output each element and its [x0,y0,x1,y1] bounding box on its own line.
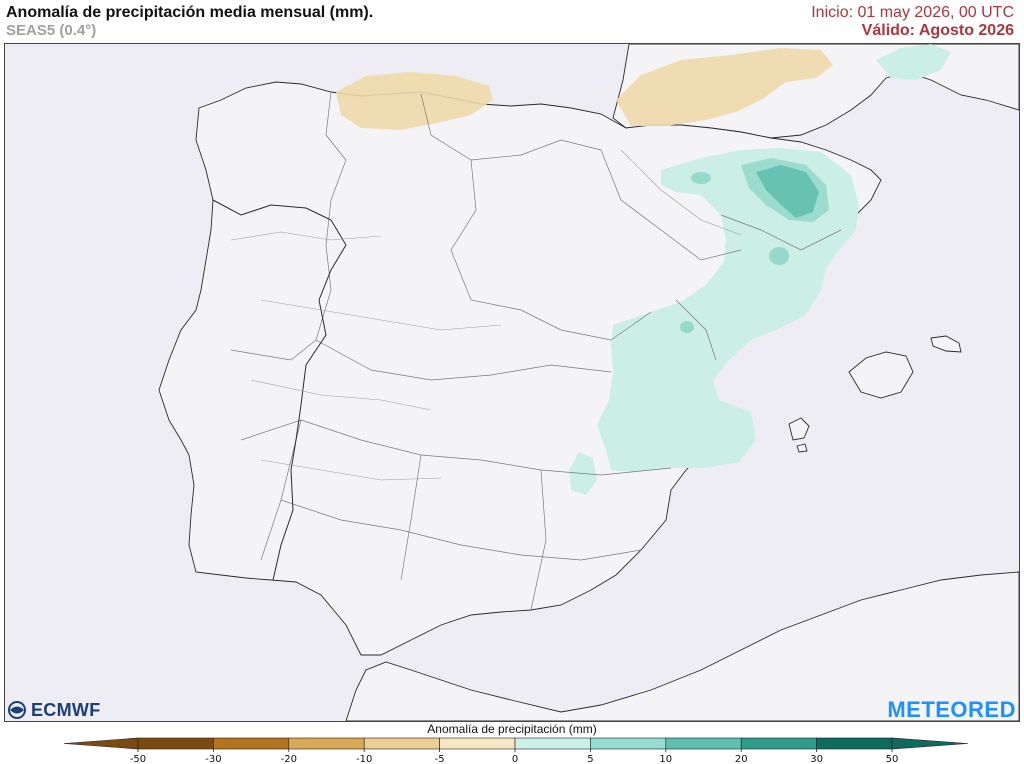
africa-land [345,571,1019,721]
colorbar-segment [213,737,290,750]
formentera-land [796,443,808,453]
region-borders [230,91,842,611]
colorbar-tick-label: 0 [512,754,518,764]
colorbar-tick-label: 5 [587,754,593,764]
ibiza-land [788,417,810,441]
anomaly-small-cell-1 [691,172,711,184]
map-svg [5,44,1019,721]
anomaly-negative-gascony [616,48,833,126]
anomaly-small-cell-2 [769,247,789,265]
model-subtitle: SEAS5 (0.4°) [6,22,97,39]
colorbar-segment [363,737,440,750]
colorbar-segment [590,737,667,750]
init-date: Inicio: 01 may 2026, 00 UTC [811,4,1014,21]
portugal-border [212,199,347,581]
ecmwf-swirl-icon [8,701,26,719]
colorbar-tick-label: -30 [205,754,221,764]
colorbar-tick-label: 10 [659,754,672,764]
colorbar-segment [439,737,516,750]
colorbar: -50 -30 -20 -10 -5 0 5 10 20 30 50 [63,737,969,764]
colorbar-segment [288,737,365,750]
map-title: Anomalía de precipitación media mensual … [6,4,374,21]
colorbar-segment [816,737,893,750]
ecmwf-logo-text: ECMWF [31,699,101,720]
colorbar-extend-low [63,737,139,750]
anomaly-ebro-core [756,165,819,218]
map-panel [4,43,1020,722]
colorbar-tick-label: -50 [130,754,146,764]
mallorca-land [848,351,914,399]
river-lines [230,149,742,481]
colorbar-tick-label: -5 [435,754,445,764]
colorbar-tick-label: 50 [886,754,899,764]
colorbar-tick-label: -10 [356,754,372,764]
colorbar-extend-high [891,737,969,750]
ecmwf-logo: ECMWF [6,700,100,720]
anomaly-positive-pyrenees [876,44,951,80]
colorbar-tick-label: 20 [735,754,748,764]
colorbar-segment [665,737,742,750]
valid-period: Válido: Agosto 2026 [861,22,1014,39]
colorbar-tick-label: -20 [281,754,297,764]
colorbar-segment [740,737,817,750]
anomaly-positive-east [597,148,859,472]
anomaly-negative-cantabria [336,72,493,130]
menorca-land [930,335,962,353]
meteored-logo: METEORED [887,697,1016,722]
anomaly-shading [336,44,951,495]
colorbar-segment [514,737,591,750]
colorbar-title: Anomalía de precipitación (mm) [427,722,597,736]
colorbar-tick-label: 30 [810,754,823,764]
anomaly-small-cell-3 [680,321,694,333]
colorbar-segment [137,737,214,750]
